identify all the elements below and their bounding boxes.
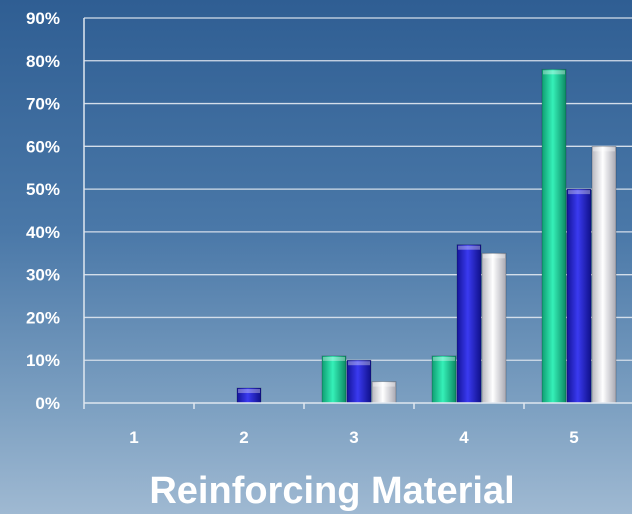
x-axis-categories: 1 2 3 4 5 (129, 428, 578, 447)
bars (236, 68, 617, 404)
bar-highlight (593, 147, 615, 152)
bar-4-series-2 (456, 244, 482, 404)
y-tick-label: 0% (35, 394, 60, 413)
y-axis-ticks: 0% 10% 20% 30% 40% 50% 60% 70% 80% 90% (26, 9, 60, 413)
bar-5-series-2 (566, 188, 592, 404)
y-tick-label: 90% (26, 9, 60, 28)
bar-highlight (323, 356, 345, 361)
grid-lines (84, 17, 632, 361)
bar-5-series-3 (591, 145, 617, 404)
bar-4-series-1 (431, 355, 457, 404)
bar-highlight (373, 382, 395, 387)
bar-highlight (458, 245, 480, 250)
x-category-label: 1 (129, 428, 138, 447)
bar-3-series-2 (346, 359, 372, 404)
y-tick-label: 40% (26, 223, 60, 242)
bar-highlight (568, 190, 590, 195)
bar-highlight (433, 356, 455, 361)
bar-4-series-3 (481, 252, 507, 404)
bar-highlight (238, 389, 260, 394)
y-tick-label: 10% (26, 351, 60, 370)
y-tick-label: 20% (26, 308, 60, 327)
bar-5-series-1 (541, 68, 567, 404)
y-tick-label: 80% (26, 52, 60, 71)
x-category-label: 2 (239, 428, 248, 447)
y-tick-label: 50% (26, 180, 60, 199)
x-axis-title: Reinforcing Material (149, 470, 514, 512)
x-category-label: 3 (349, 428, 358, 447)
y-tick-label: 30% (26, 266, 60, 285)
bar-highlight (483, 254, 505, 259)
y-tick-label: 60% (26, 137, 60, 156)
bar-highlight (543, 70, 565, 75)
x-category-label: 4 (459, 428, 469, 447)
bar-highlight (348, 361, 370, 366)
bar-3-series-1 (321, 355, 347, 404)
x-category-label: 5 (569, 428, 578, 447)
axes (83, 18, 632, 409)
y-tick-label: 70% (26, 95, 60, 114)
